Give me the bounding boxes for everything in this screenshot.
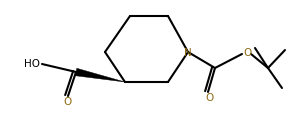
Text: N: N (184, 48, 192, 58)
Text: O: O (63, 97, 71, 107)
Text: O: O (205, 93, 213, 103)
Polygon shape (75, 68, 125, 82)
Text: HO: HO (24, 59, 40, 69)
Text: O: O (243, 48, 251, 58)
